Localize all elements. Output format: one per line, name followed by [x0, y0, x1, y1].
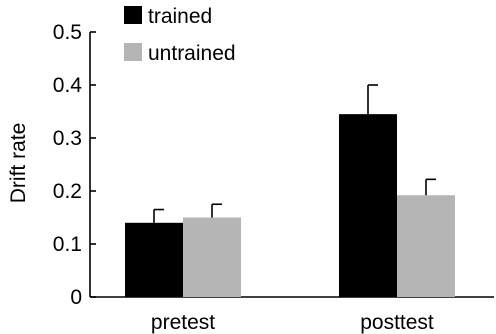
legend-swatch-trained: [124, 6, 142, 24]
y-tick-label: 0.3: [53, 127, 82, 150]
y-tick-label: 0.2: [53, 180, 82, 203]
legend-label-trained: trained: [148, 5, 212, 28]
legend-swatch-untrained: [124, 43, 142, 61]
y-tick-label: 0.5: [53, 21, 82, 44]
y-tick-label: 0: [70, 286, 82, 309]
y-tick-label: 0.1: [53, 233, 82, 256]
legend-label-untrained: untrained: [148, 42, 236, 65]
category-label-posttest: posttest: [360, 311, 434, 334]
bar-trained-pretest: [125, 222, 183, 297]
plot-area: 0 0.1 0.2 0.3 0.4 0.5 pretest posttest trained un…: [53, 5, 494, 334]
y-axis-title: Drift rate: [7, 123, 30, 204]
y-tick-label: 0.4: [53, 74, 83, 97]
category-label-pretest: pretest: [151, 311, 215, 334]
bar-trained-posttest: [339, 114, 397, 298]
bar-untrained-pretest: [183, 217, 241, 297]
bar-untrained-posttest: [397, 195, 455, 297]
